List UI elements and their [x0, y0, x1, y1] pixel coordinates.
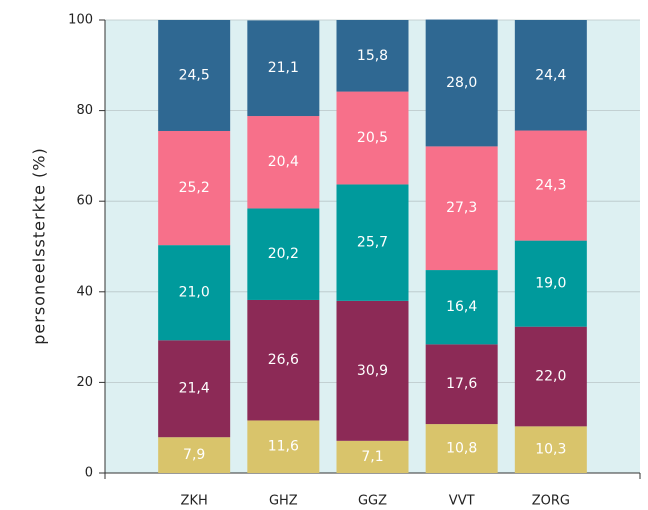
- bar-segment: [514, 426, 587, 473]
- bar-segment: [514, 130, 587, 241]
- data-label: 19,0: [535, 276, 566, 292]
- y-tick-label: 80: [76, 103, 93, 118]
- bar-segment: [514, 326, 587, 427]
- bar-segment: [514, 240, 587, 327]
- data-label: 21,1: [268, 60, 299, 76]
- bar-segment: [425, 146, 498, 271]
- bar-segment: [336, 300, 409, 441]
- bar-segment: [336, 91, 409, 185]
- y-tick-label: 40: [76, 284, 93, 299]
- bar-segment: [247, 20, 320, 117]
- data-label: 15,8: [357, 48, 388, 64]
- y-tick-label: 0: [85, 466, 93, 481]
- data-label: 20,4: [268, 154, 299, 170]
- data-label: 24,4: [535, 67, 566, 83]
- data-label: 24,5: [179, 67, 210, 83]
- bar-segment: [425, 270, 498, 345]
- data-label: 21,4: [179, 381, 210, 397]
- x-tick-label: ZKH: [181, 494, 208, 509]
- x-tick-label: VVT: [449, 494, 475, 509]
- bar-segment: [425, 424, 498, 473]
- bar-segment: [425, 19, 498, 147]
- bar-segment: [247, 420, 320, 473]
- data-label: 26,6: [268, 352, 299, 368]
- data-label: 7,1: [361, 449, 383, 465]
- data-label: 7,9: [183, 447, 205, 463]
- data-label: 21,0: [179, 285, 210, 301]
- data-label: 10,8: [446, 441, 477, 457]
- bar-segment: [247, 299, 320, 421]
- data-label: 28,0: [446, 75, 477, 91]
- x-tick-label: GGZ: [358, 494, 387, 509]
- data-label: 30,9: [357, 363, 388, 379]
- bar-segment: [158, 437, 231, 473]
- y-tick-label: 20: [76, 375, 93, 390]
- data-label: 20,5: [357, 130, 388, 146]
- y-axis-label: personeelssterkte (%): [30, 147, 49, 345]
- bar-segment: [336, 440, 409, 473]
- x-tick-label: ZORG: [532, 494, 570, 509]
- data-label: 24,3: [535, 178, 566, 194]
- x-tick-label: GHZ: [269, 494, 298, 509]
- data-label: 25,7: [357, 235, 388, 251]
- bar-segment: [425, 344, 498, 425]
- data-label: 27,3: [446, 200, 477, 216]
- bar-segment: [247, 116, 320, 209]
- y-tick-label: 100: [68, 13, 93, 28]
- data-label: 25,2: [179, 180, 210, 196]
- bar-segment: [247, 208, 320, 300]
- bar-segment: [158, 20, 231, 131]
- bar-segment: [336, 184, 409, 301]
- bar-segment: [514, 20, 587, 131]
- data-label: 10,3: [535, 442, 566, 458]
- y-tick-label: 60: [76, 194, 93, 209]
- data-label: 22,0: [535, 369, 566, 385]
- data-label: 16,4: [446, 299, 477, 315]
- bar-segment: [158, 130, 231, 246]
- bar-segment: [158, 245, 231, 341]
- data-label: 20,2: [268, 246, 299, 262]
- bar-segment: [158, 340, 231, 438]
- data-label: 17,6: [446, 376, 477, 392]
- data-label: 11,6: [268, 439, 299, 455]
- bar-segment: [336, 20, 409, 92]
